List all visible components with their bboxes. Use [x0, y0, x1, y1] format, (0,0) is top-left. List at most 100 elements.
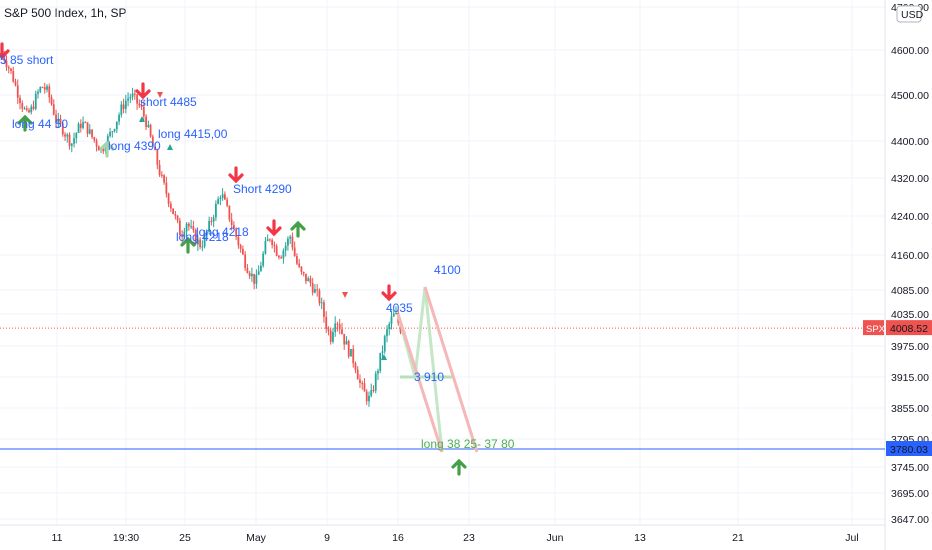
candle-body [372, 390, 375, 392]
candle-body [257, 271, 260, 275]
candle-body [39, 87, 42, 92]
candle-body [296, 256, 298, 264]
y-tick-label: 4160.00 [891, 250, 929, 262]
annotation-label: long 38 25- 37 80 [421, 437, 515, 451]
candle-body [354, 363, 357, 370]
candle-body [363, 383, 366, 392]
candle-body [336, 323, 339, 325]
candle-body [246, 268, 249, 273]
candle-body [217, 198, 220, 204]
x-tick-label: 25 [179, 532, 191, 544]
support-price-label: 3780.03 [890, 444, 928, 456]
candle-body [329, 330, 332, 342]
candle-body [338, 324, 341, 330]
candle-body [388, 323, 391, 330]
candle-body [172, 208, 175, 215]
current-price-label: 4008.52 [890, 323, 928, 335]
candle-body [352, 349, 355, 364]
candle-body [79, 123, 82, 128]
currency-badge[interactable] [896, 5, 922, 23]
candle-body [232, 224, 235, 229]
candle-body [46, 86, 48, 90]
candle-body [302, 271, 305, 274]
candle-body [201, 246, 204, 248]
candle-body [311, 283, 314, 293]
y-tick-label: 4500.00 [891, 90, 929, 102]
candle-body [16, 85, 19, 98]
candle-body [124, 100, 127, 109]
candle-body [341, 329, 343, 334]
candle-body [307, 278, 310, 282]
candle-body [345, 341, 348, 345]
candle-body [244, 254, 247, 269]
candle-body [305, 273, 307, 282]
candle-body [118, 114, 120, 122]
candle-body [64, 134, 66, 137]
candle-body [111, 131, 114, 133]
projection-down-leg [396, 313, 444, 453]
annotation-label: 4100 [434, 263, 461, 277]
candle-body [264, 241, 267, 254]
candle-body [214, 203, 217, 218]
symbol-badge [863, 320, 884, 336]
candle-body [273, 245, 276, 247]
annotation-label: 3 910 [414, 370, 444, 384]
candle-body [392, 313, 395, 317]
candle-body [293, 247, 296, 257]
annotation-label: short 4485 [140, 95, 197, 109]
candle-body [381, 351, 384, 353]
candle-body [253, 273, 256, 284]
candle-body [309, 278, 312, 284]
candle-body [91, 129, 93, 138]
candle-body [149, 124, 152, 137]
candle-body [151, 136, 154, 147]
candle-body [95, 140, 98, 147]
candle-body [156, 150, 159, 165]
candle-body [370, 390, 373, 396]
candle-body [260, 265, 262, 272]
annotation-label: long 44 50 [12, 117, 68, 131]
y-tick-label: 3695.00 [891, 488, 929, 500]
candle-body [133, 93, 136, 95]
candle-body [347, 341, 350, 357]
x-tick-label: May [246, 532, 267, 544]
candle-body [241, 248, 244, 255]
y-tick-label: 3975.00 [891, 341, 929, 353]
candle-body [10, 68, 12, 71]
candle-body [203, 234, 206, 247]
candle-body [7, 67, 10, 69]
candle-body [300, 266, 303, 272]
candle-body [379, 352, 382, 371]
candle-body [61, 123, 64, 135]
candle-body [390, 316, 393, 324]
candle-body [325, 316, 328, 329]
candle-body [86, 122, 89, 134]
x-tick-label: 9 [324, 532, 330, 544]
annotation-label: 5 85 short [0, 53, 54, 67]
candle-body [223, 194, 226, 200]
arrow-down-icon [135, 82, 151, 100]
y-tick-label: 3745.00 [891, 462, 929, 474]
x-tick-label: 19:30 [113, 532, 139, 544]
candle-body [298, 263, 301, 267]
candle-body [66, 134, 69, 137]
candle-body [142, 106, 145, 117]
candle-body [235, 228, 238, 237]
x-tick-label: 21 [732, 532, 744, 544]
sell-marker-icon [157, 92, 163, 98]
chart-title: S&P 500 Index, 1h, SP [4, 6, 127, 20]
candle-body [187, 223, 190, 227]
candle-body [368, 395, 370, 402]
candle-body [194, 229, 197, 245]
candle-body [5, 60, 8, 68]
annotation-label: long 4218 [196, 225, 249, 239]
arrow-up-icon [180, 236, 196, 254]
candle-body [185, 223, 188, 232]
candle-body [3, 53, 6, 61]
arrow-up-icon [17, 114, 33, 132]
x-tick-label: Jun [547, 532, 564, 544]
candle-body [291, 236, 294, 248]
candle-body [284, 245, 287, 251]
candle-body [77, 123, 80, 133]
